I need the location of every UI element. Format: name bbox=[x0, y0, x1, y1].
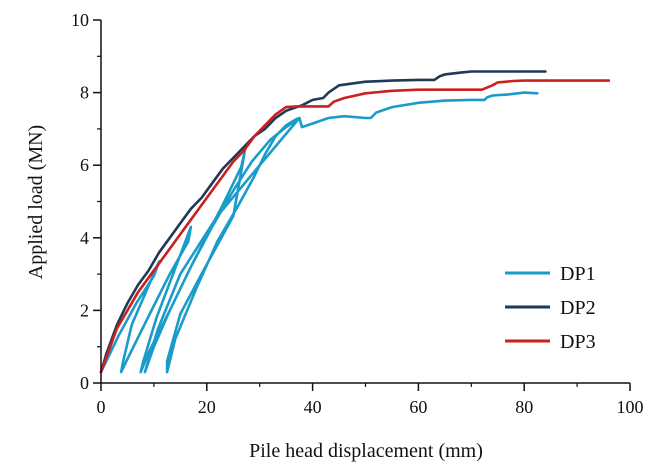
plot-area: 0 20 40 60 80 100 0 2 4 6 8 10 bbox=[71, 10, 644, 417]
series-layer bbox=[99, 70, 611, 374]
legend-label-dp3: DP3 bbox=[560, 331, 596, 353]
x-tick-label: 80 bbox=[515, 397, 533, 417]
legend: DP1 DP2 DP3 bbox=[505, 263, 596, 353]
y-tick-label: 0 bbox=[80, 373, 89, 393]
series-line-dp2 bbox=[99, 70, 547, 374]
x-tick-label: 40 bbox=[304, 397, 322, 417]
y-tick-label: 4 bbox=[80, 228, 89, 248]
y-tick-label: 10 bbox=[71, 10, 89, 30]
x-tick-label: 60 bbox=[409, 397, 427, 417]
y-tick-label: 6 bbox=[80, 155, 89, 175]
y-tick-label: 2 bbox=[80, 300, 89, 320]
series-line-dp3 bbox=[99, 79, 611, 374]
x-tick-label: 0 bbox=[97, 397, 106, 417]
y-axis-title: Applied load (MN) bbox=[25, 125, 47, 279]
x-ticks: 0 20 40 60 80 100 bbox=[97, 383, 644, 417]
x-axis-title: Pile head displacement (mm) bbox=[249, 440, 483, 462]
series-line-dp1 bbox=[99, 91, 539, 374]
x-tick-label: 100 bbox=[617, 397, 644, 417]
legend-label-dp2: DP2 bbox=[560, 297, 596, 319]
y-ticks: 0 2 4 6 8 10 bbox=[71, 10, 101, 393]
y-tick-label: 8 bbox=[80, 83, 89, 103]
x-tick-label: 20 bbox=[198, 397, 216, 417]
legend-label-dp1: DP1 bbox=[560, 263, 596, 285]
